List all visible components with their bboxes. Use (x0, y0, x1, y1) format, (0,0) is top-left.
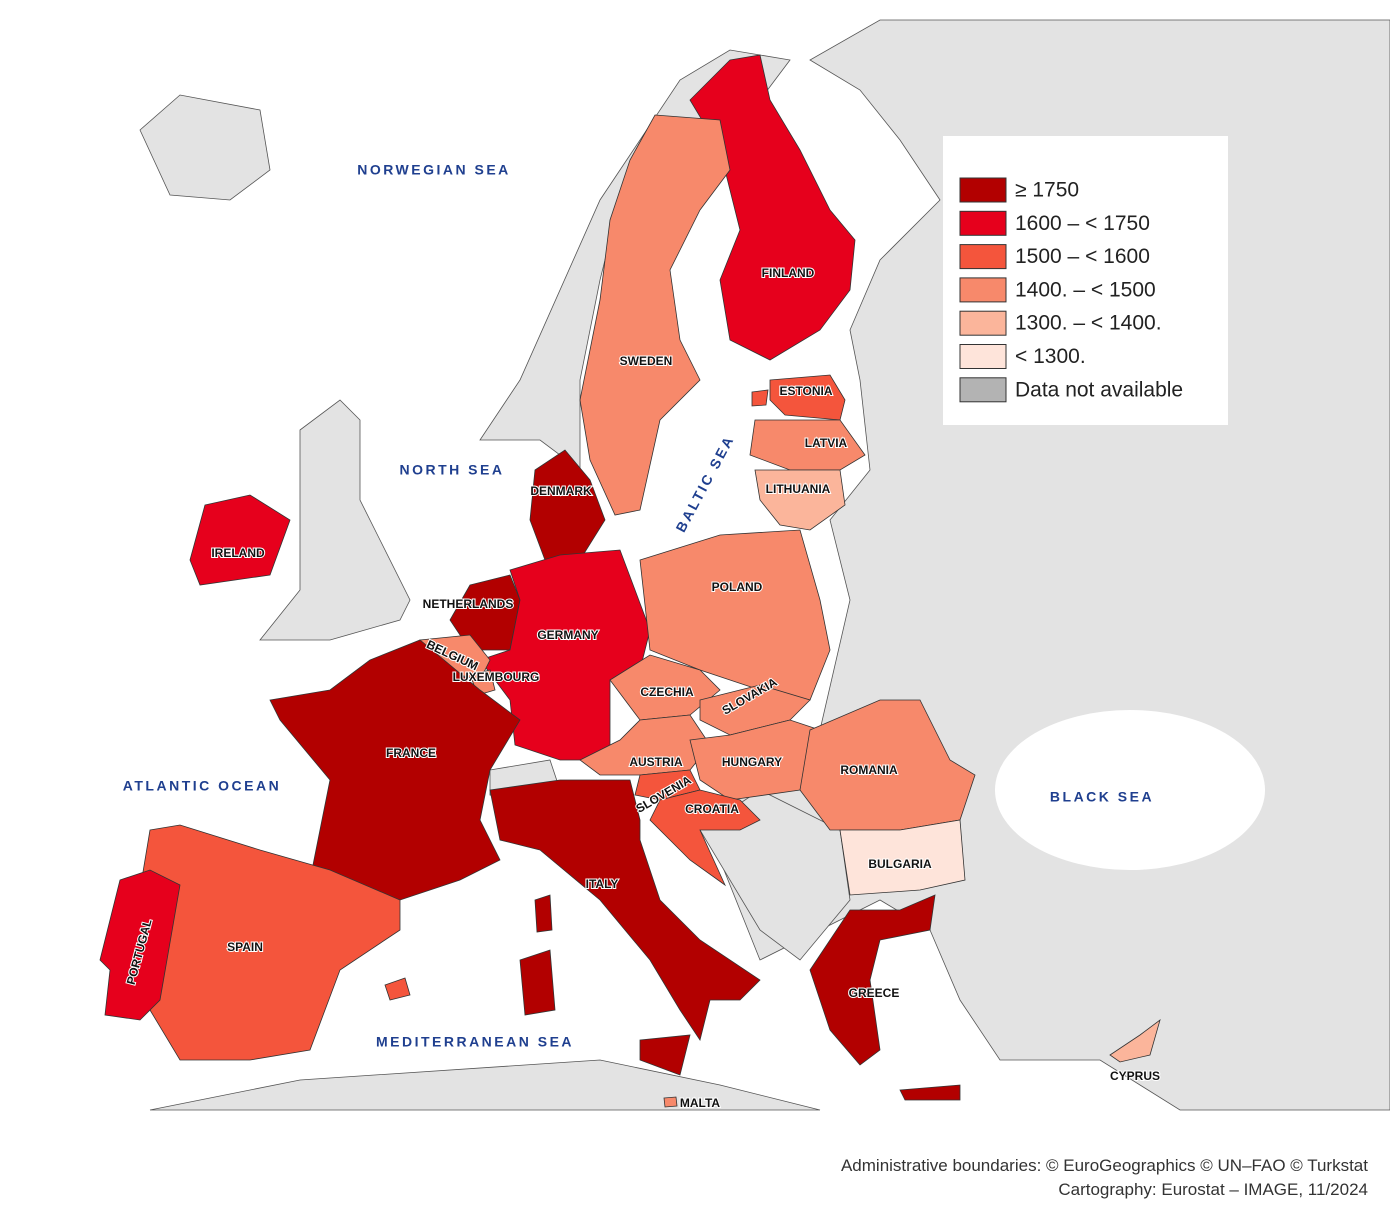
country-label: IRELAND (211, 546, 265, 560)
country-shape (489, 779, 761, 1041)
country-label: FRANCE (386, 746, 436, 760)
legend: ≥ 1750 1600 – < 1750 1500 – < 1600 1400. – … (943, 136, 1228, 425)
countries (99, 54, 1161, 1108)
country-label: BULGARIA (868, 857, 932, 871)
country-shape (689, 54, 856, 361)
sea-label: ATLANTIC OCEAN (123, 778, 281, 794)
country-shape (799, 699, 976, 831)
country-shape (519, 949, 556, 1016)
country-shape (529, 449, 606, 561)
country-label: LUXEMBOURG (453, 670, 540, 684)
legend-swatch (959, 177, 1007, 203)
legend-label: Data not available (1015, 378, 1183, 401)
country-shape (99, 869, 181, 1021)
legend-swatch (959, 210, 1007, 236)
legend-swatch (959, 310, 1007, 336)
country-shape (579, 114, 731, 516)
country-shape (639, 1034, 691, 1076)
country-label: ROMANIA (840, 763, 898, 777)
legend-swatch (959, 377, 1007, 403)
country-shape (899, 1084, 961, 1101)
country-shape (809, 894, 936, 1066)
country-label: GREECE (849, 986, 900, 1000)
country-shape (663, 1096, 678, 1108)
country-shape (189, 494, 291, 586)
legend-label: < 1300. (1015, 345, 1086, 368)
country-shape (839, 819, 966, 896)
sea-label: NORTH SEA (400, 462, 505, 478)
country-shape (649, 789, 761, 887)
country-label: GERMANY (537, 628, 598, 642)
united-kingdom (259, 399, 411, 641)
country-shape (751, 389, 769, 407)
country-label: POLAND (712, 580, 763, 594)
sea-label: BLACK SEA (1050, 789, 1154, 805)
country-shape (534, 894, 553, 933)
legend-label: 1400. – < 1500 (1015, 278, 1156, 301)
legend-swatch (959, 244, 1007, 270)
country-label: SPAIN (227, 940, 263, 954)
country-label: LATVIA (805, 436, 848, 450)
country-label: NETHERLANDS (423, 597, 514, 611)
country-label: DENMARK (530, 484, 592, 498)
country-shape (384, 977, 411, 1001)
country-label: CYPRUS (1110, 1069, 1160, 1083)
country-label: CROATIA (685, 802, 739, 816)
country-label: HUNGARY (722, 755, 782, 769)
country-label: CZECHIA (640, 685, 694, 699)
north-africa (149, 1059, 821, 1111)
country-label: FINLAND (762, 266, 815, 280)
sea-label: MEDITERRANEAN SEA (376, 1034, 574, 1050)
legend-items: ≥ 1750 1600 – < 1750 1500 – < 1600 1400. – … (959, 177, 1183, 403)
legend-label: 1300. – < 1400. (1015, 312, 1162, 335)
country-shape (269, 639, 521, 901)
country-shape (754, 469, 846, 531)
country-label: LITHUANIA (766, 482, 831, 496)
iceland (139, 94, 271, 201)
labels: FINLAND SWEDEN ESTONIA LATVIA LITHUANIA DENMA… (123, 162, 1161, 1111)
country-label: ESTONIA (779, 384, 832, 398)
country-shape (1109, 1018, 1161, 1063)
sea-label: NORWEGIAN SEA (357, 162, 511, 178)
country-label: ITALY (586, 877, 619, 891)
legend-label: 1600 – < 1750 (1015, 212, 1150, 235)
footer-line: Administrative boundaries: © EuroGeograp… (841, 1156, 1368, 1175)
legend-label: ≥ 1750 (1015, 179, 1079, 202)
country-label: MALTA (680, 1096, 721, 1110)
footer-line: Cartography: Eurostat – IMAGE, 11/2024 (1058, 1180, 1368, 1199)
country-shape (639, 529, 831, 701)
legend-swatch (959, 344, 1007, 369)
country-label: AUSTRIA (629, 755, 683, 769)
black-sea (995, 710, 1265, 870)
legend-label: 1500 – < 1600 (1015, 245, 1150, 268)
country-label: SWEDEN (620, 354, 673, 368)
legend-swatch (959, 277, 1007, 303)
